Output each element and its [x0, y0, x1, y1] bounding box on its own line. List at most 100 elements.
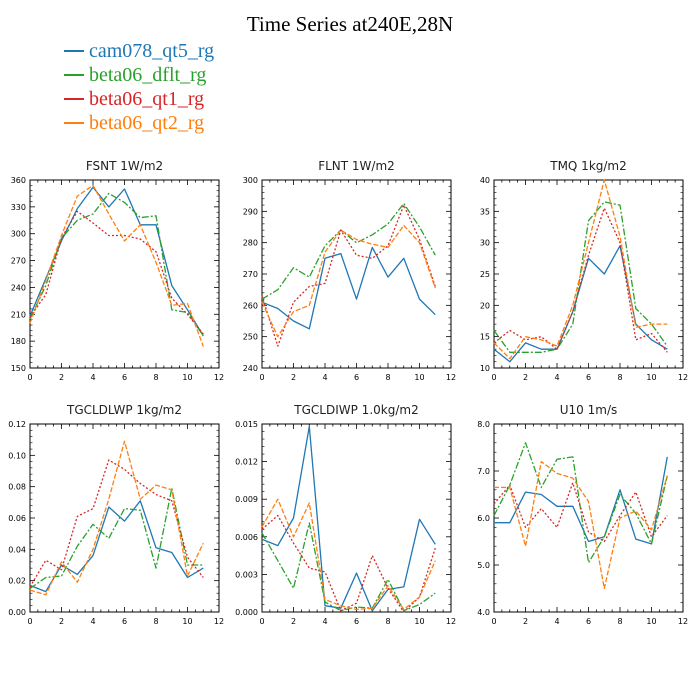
legend-line-beta06-qt1-rg: [64, 98, 84, 100]
series-line-beta06_qt2_rg: [29, 440, 204, 596]
legend-line-beta06-qt2-rg: [64, 122, 84, 124]
x-tick-label: 8: [385, 373, 390, 382]
y-tick-label: 0.04: [8, 545, 26, 554]
series-line-beta06_qt2_rg: [494, 460, 668, 590]
x-tick-label: 0: [27, 617, 32, 626]
panel-title: U10 1m/s: [560, 403, 618, 417]
figure-title: Time Series at240E,28N: [246, 12, 454, 36]
y-tick-label: 0.00: [8, 608, 26, 617]
legend-item-beta06-dflt-rg: beta06_dflt_rg: [64, 63, 214, 87]
series-line-cam078_qt5_rg: [29, 500, 204, 593]
x-tick-label: 4: [554, 617, 559, 626]
x-tick-label: 12: [678, 373, 688, 382]
legend-label-beta06-qt1-rg: beta06_qt1_rg: [89, 87, 205, 110]
series-line-beta06_qt2_rg: [261, 224, 436, 338]
x-tick-label: 6: [122, 373, 127, 382]
legend-item-cam078-qt5-rg: cam078_qt5_rg: [64, 39, 214, 63]
x-tick-label: 0: [259, 373, 264, 382]
panel-5: TGCLDIWP 1.0kg/m2 0 2 4 6 8 10 12 0.000 0.003 0.00…: [235, 403, 456, 626]
y-tick-label: 330: [11, 203, 26, 212]
series-line-beta06_qt2_rg: [261, 498, 436, 611]
x-tick-label: 8: [385, 617, 390, 626]
series-line-beta06_qt2_rg: [493, 179, 668, 360]
panel-1: FSNT 1W/m2 0 2 4 6 8 10 12 150 180 210 240 270 300 330…: [11, 159, 224, 382]
y-tick-label: 0.012: [235, 458, 258, 467]
panel-6: U10 1m/s 0 2 4 6 8 10 12 4.0 5.0 6.0 7.0 8.0: [477, 403, 688, 626]
x-tick-label: 4: [554, 373, 559, 382]
legend-item-beta06-qt2-rg: beta06_qt2_rg: [64, 111, 214, 135]
x-tick-label: 2: [291, 617, 296, 626]
series-line-beta06_dflt_rg: [261, 202, 436, 300]
x-tick-label: 2: [291, 373, 296, 382]
x-tick-label: 12: [446, 617, 456, 626]
x-tick-label: 12: [214, 373, 224, 382]
series-line-beta06_dflt_rg: [261, 522, 436, 612]
legend-item-beta06-qt1-rg: beta06_qt1_rg: [64, 87, 214, 111]
panel-3: TMQ 1kg/m2 0 2 4 6 8 10 12 10 15 20 25 30 35 40: [480, 159, 688, 382]
series-line-beta06_dflt_rg: [29, 192, 204, 337]
x-tick-label: 10: [646, 373, 656, 382]
x-tick-label: 10: [182, 373, 192, 382]
y-tick-label: 30: [480, 239, 490, 248]
y-tick-label: 0.015: [235, 420, 258, 429]
y-tick-label: 15: [480, 333, 490, 342]
panel-title: TGCLDLWP 1kg/m2: [66, 403, 182, 417]
y-tick-label: 150: [11, 364, 26, 373]
series-line-cam078_qt5_rg: [261, 246, 436, 330]
x-tick-label: 0: [491, 617, 496, 626]
y-tick-label: 300: [11, 230, 26, 239]
series-line-cam078_qt5_rg: [494, 456, 668, 545]
x-tick-label: 10: [414, 617, 424, 626]
y-tick-label: 180: [11, 337, 26, 346]
y-tick-label: 25: [480, 270, 490, 279]
y-tick-label: 0.003: [235, 570, 258, 579]
series-line-beta06_qt2_rg: [29, 184, 204, 347]
x-tick-label: 12: [214, 617, 224, 626]
panel-frame: [261, 179, 452, 369]
y-tick-label: 0.006: [235, 533, 258, 542]
x-tick-label: 8: [153, 617, 158, 626]
series-line-cam078_qt5_rg: [29, 186, 204, 337]
series-line-cam078_qt5_rg: [261, 425, 436, 612]
x-tick-label: 2: [59, 617, 64, 626]
y-tick-label: 35: [480, 207, 490, 216]
panel-title: FSNT 1W/m2: [86, 159, 163, 173]
x-tick-label: 0: [259, 617, 264, 626]
series-line-beta06_qt1_rg: [493, 207, 668, 353]
y-tick-label: 290: [243, 207, 258, 216]
x-tick-label: 4: [90, 373, 95, 382]
panel-frame: [493, 179, 684, 369]
y-tick-label: 0.08: [8, 483, 26, 492]
y-tick-label: 260: [243, 301, 258, 310]
y-tick-label: 5.0: [477, 561, 490, 570]
y-tick-label: 280: [243, 239, 258, 248]
x-tick-label: 0: [27, 373, 32, 382]
y-tick-label: 210: [11, 310, 26, 319]
x-tick-label: 8: [153, 373, 158, 382]
y-tick-label: 4.0: [477, 608, 490, 617]
y-tick-label: 20: [480, 301, 490, 310]
x-tick-label: 6: [122, 617, 127, 626]
series-line-beta06_qt1_rg: [261, 204, 436, 347]
x-tick-label: 6: [586, 617, 591, 626]
x-tick-label: 2: [523, 373, 528, 382]
x-tick-label: 10: [414, 373, 424, 382]
y-tick-label: 0.12: [8, 420, 26, 429]
y-tick-label: 0.000: [235, 608, 258, 617]
legend-line-cam078-qt5-rg: [64, 50, 84, 52]
x-tick-label: 0: [491, 373, 496, 382]
x-tick-label: 10: [646, 617, 656, 626]
x-tick-label: 6: [354, 617, 359, 626]
x-tick-label: 4: [90, 617, 95, 626]
x-tick-label: 2: [59, 373, 64, 382]
x-tick-label: 6: [354, 373, 359, 382]
y-tick-label: 270: [11, 257, 26, 266]
y-tick-label: 240: [11, 283, 26, 292]
y-tick-label: 7.0: [477, 467, 490, 476]
series-line-beta06_qt1_rg: [29, 210, 204, 335]
x-tick-label: 12: [446, 373, 456, 382]
x-tick-label: 6: [586, 373, 591, 382]
y-tick-label: 240: [243, 364, 258, 373]
panel-frame: [29, 179, 220, 369]
